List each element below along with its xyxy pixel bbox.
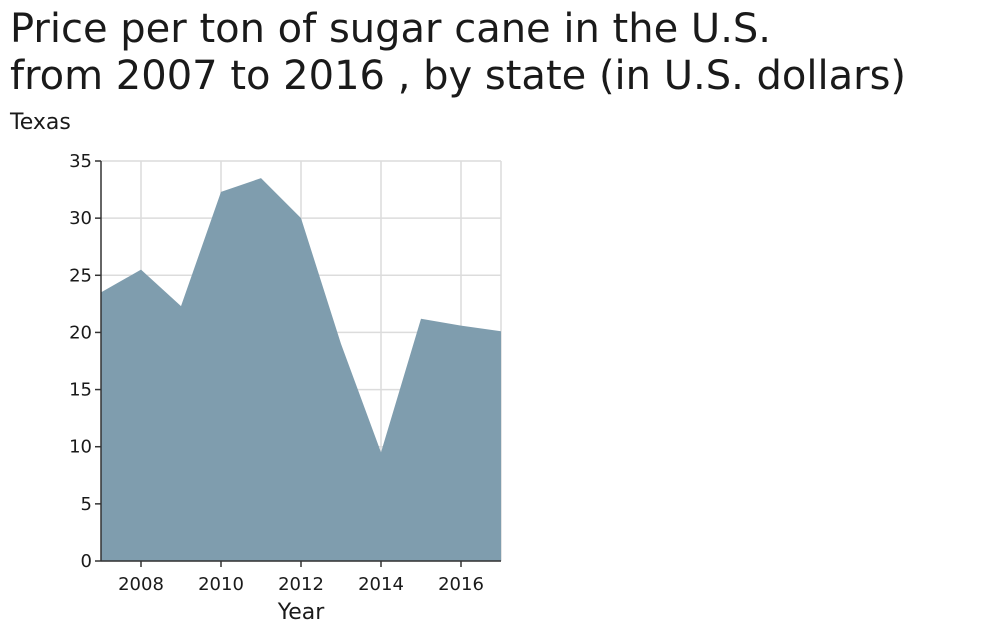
area-series xyxy=(100,178,502,561)
y-tick-label: 10 xyxy=(69,437,92,458)
chart-title-line-2: from 2007 to 2016 , by state (in U.S. do… xyxy=(10,53,907,99)
y-tick-label: 5 xyxy=(81,494,92,515)
y-tick-label: 20 xyxy=(69,322,92,343)
area-fill xyxy=(101,178,501,561)
x-axis-ticks: 2008 2010 2012 2014 2016 xyxy=(118,561,484,595)
x-axis-label: Year xyxy=(277,600,325,625)
y-tick-label: 35 xyxy=(69,151,92,172)
x-tick-label: 2008 xyxy=(118,574,164,595)
y-axis-ticks: 0 5 10 15 20 25 30 35 xyxy=(69,151,101,572)
x-tick-label: 2010 xyxy=(198,574,244,595)
x-tick-label: 2016 xyxy=(438,574,484,595)
y-tick-label: 15 xyxy=(69,380,92,401)
x-tick-label: 2012 xyxy=(278,574,324,595)
y-axis-label: Texas xyxy=(10,110,71,135)
chart-title: Price per ton of sugar cane in the U.S. … xyxy=(10,6,1000,100)
y-tick-label: 30 xyxy=(69,208,92,229)
x-tick-label: 2014 xyxy=(358,574,404,595)
chart-title-line-1: Price per ton of sugar cane in the U.S. xyxy=(10,6,772,52)
y-tick-label: 25 xyxy=(69,265,92,286)
y-tick-label: 0 xyxy=(81,551,92,572)
